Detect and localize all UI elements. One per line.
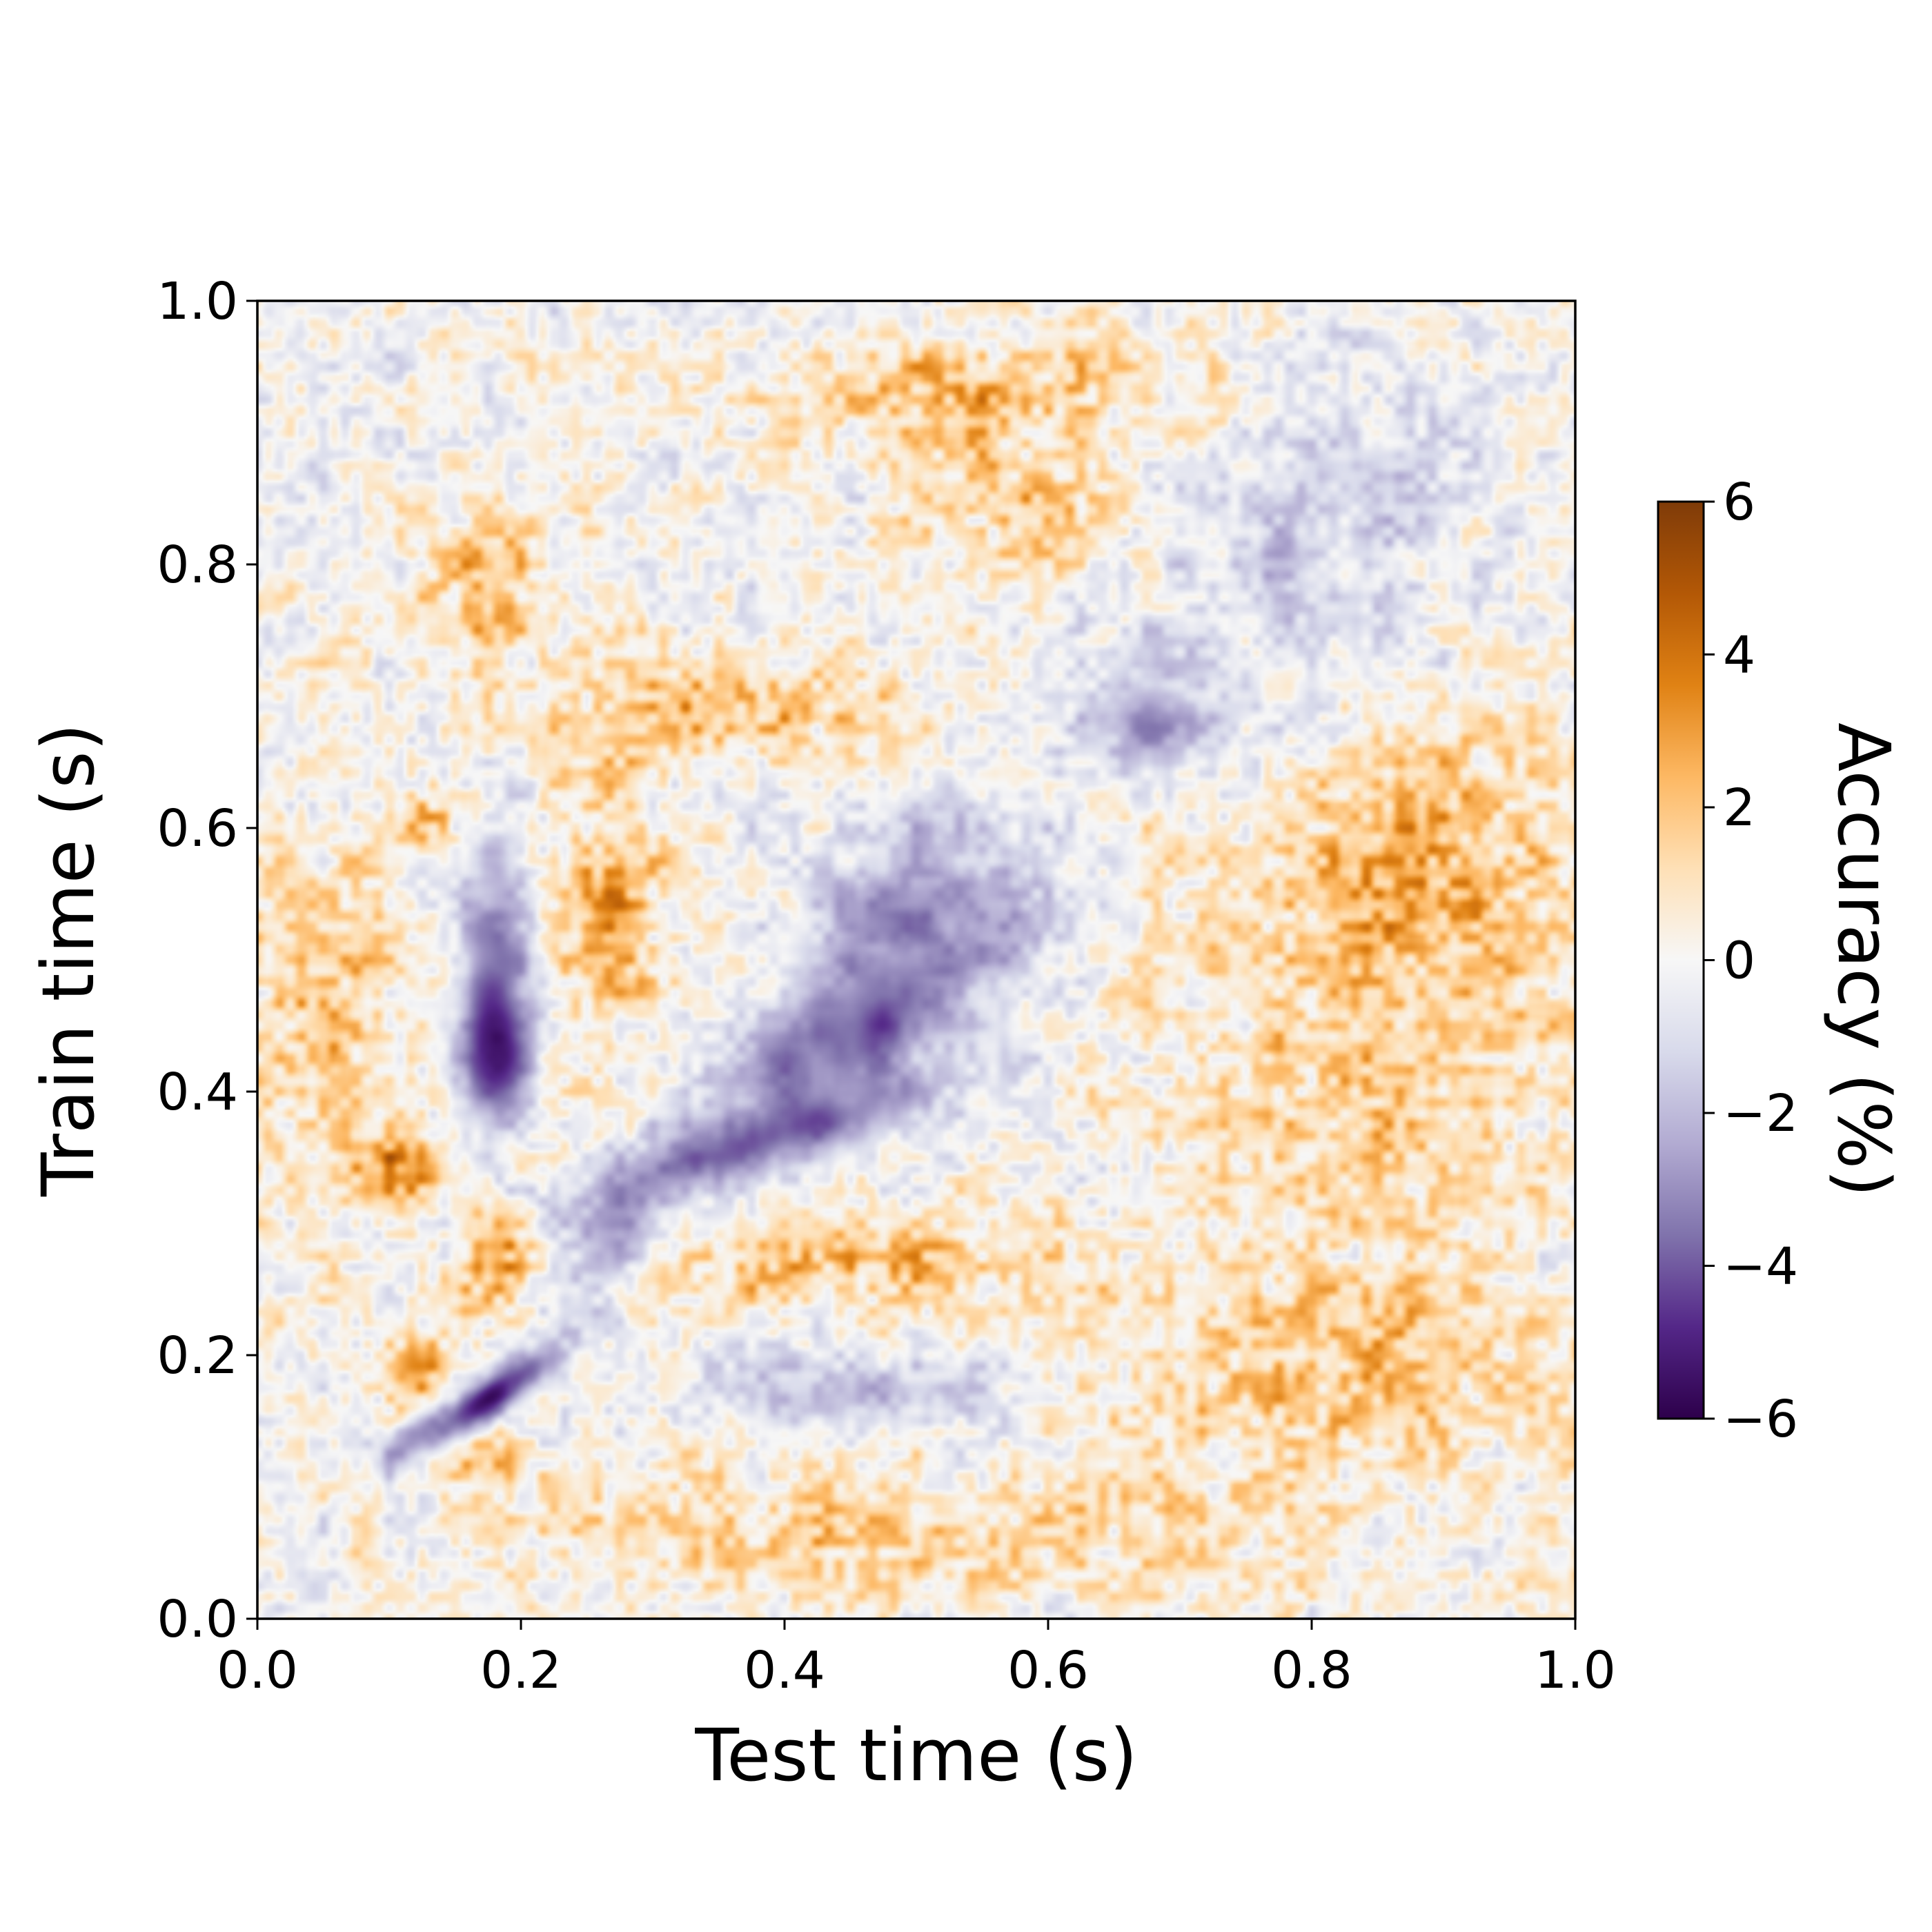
x-tick-label: 0.2 [480, 1641, 562, 1700]
y-tick-label: 0.6 [157, 799, 238, 858]
x-axis: 0.0 0.2 0.4 0.6 0.8 1.0 [217, 1619, 1616, 1700]
colorbar-tick-label: 0 [1723, 931, 1755, 991]
colorbar-tick-label: 2 [1723, 778, 1755, 838]
x-tick-label: 1.0 [1535, 1641, 1616, 1700]
y-axis-title: Train time (s) [26, 723, 110, 1197]
colorbar-tick-label: −2 [1723, 1084, 1798, 1143]
x-tick-label: 0.4 [744, 1641, 825, 1700]
y-tick-label: 1.0 [157, 272, 238, 331]
y-tick-label: 0.0 [157, 1590, 238, 1649]
y-tick-label: 0.4 [157, 1063, 238, 1122]
plot-frame [256, 299, 1577, 1620]
colorbar-tick-label: −6 [1723, 1390, 1798, 1449]
colorbar-tick-label: 6 [1723, 473, 1755, 532]
x-tick-label: 0.6 [1007, 1641, 1089, 1700]
x-tick-label: 0.8 [1271, 1641, 1352, 1700]
colorbar-title: Accuracy (%) [1822, 722, 1906, 1197]
heatmap-cells [257, 301, 1575, 1619]
heatmap-area [257, 301, 1575, 1619]
y-tick-label: 0.8 [157, 535, 238, 595]
y-tick-label: 0.2 [157, 1326, 238, 1386]
colorbar [1657, 500, 1705, 1420]
y-axis: 0.0 0.2 0.4 0.6 0.8 1.0 [157, 272, 257, 1649]
colorbar-axis: 6 4 2 0 −2 −4 −6 [1704, 473, 1798, 1449]
x-axis-title: Test time (s) [694, 1713, 1137, 1797]
colorbar-tick-label: −4 [1723, 1237, 1798, 1297]
x-tick-label: 0.0 [217, 1641, 298, 1700]
colorbar-tick-label: 4 [1723, 626, 1755, 685]
